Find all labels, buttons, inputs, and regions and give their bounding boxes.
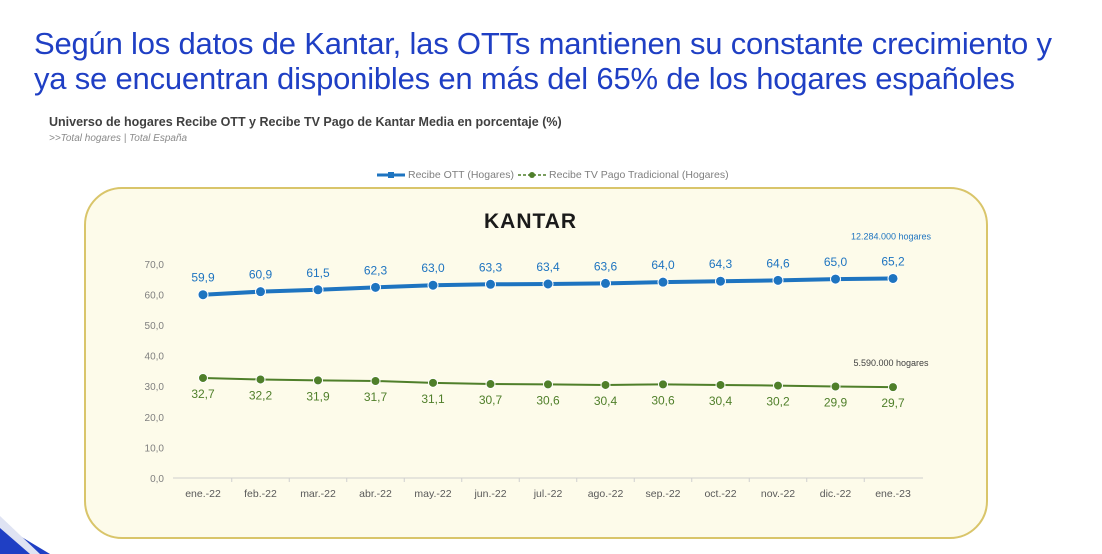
data-point-tv-pago [543,379,553,390]
data-point-tv-pago [715,379,726,390]
kantar-logo: KANTAR [484,210,578,233]
y-tick-label: 60,0 [145,290,165,301]
x-tick-label: sep.-22 [645,488,680,500]
data-label-ott: 64,3 [709,257,733,271]
y-tick-label: 50,0 [145,321,165,332]
x-tick-label: abr.-22 [359,488,392,500]
data-point-tv-pago [370,375,381,386]
data-label-tv-pago: 29,9 [824,396,848,410]
data-label-ott: 65,2 [881,254,905,268]
y-tick-label: 30,0 [145,382,165,393]
data-label-tv-pago: 30,6 [651,393,675,407]
data-label-ott: 64,0 [651,258,675,272]
page-title: Según los datos de Kantar, las OTTs mant… [34,26,1052,96]
legend-item-ott[interactable]: Recibe OTT (Hogares) [377,169,514,181]
data-point-ott [427,279,439,291]
data-label-tv-pago: 29,7 [881,396,905,410]
y-tick-label: 0,0 [150,474,164,485]
chart-panel [84,187,988,539]
data-label-tv-pago: 30,6 [536,393,560,407]
x-tick-label: jun.-22 [473,488,506,500]
x-tick-label: feb.-22 [244,488,277,500]
legend-tv-pago-label: Recibe TV Pago Tradicional (Hogares) [549,169,729,181]
data-point-ott [197,289,209,301]
annotation-tv-pago-households: 5.590.000 hogares [853,358,929,368]
data-point-ott [312,284,324,296]
data-label-tv-pago: 31,1 [421,392,445,406]
data-point-tv-pago [600,379,611,390]
data-point-tv-pago [888,382,898,393]
legend-tv-pago-swatch-icon [518,172,547,178]
data-point-ott [715,275,726,287]
x-tick-label: dic.-22 [820,488,852,500]
data-label-tv-pago: 31,7 [364,390,388,404]
data-label-ott: 63,6 [594,259,618,273]
data-label-ott: 62,3 [364,263,388,277]
data-point-ott [887,272,899,284]
data-point-ott [485,278,496,290]
x-tick-label: ene.-23 [875,488,911,500]
data-label-ott: 64,6 [766,256,790,270]
chart-note: >>Total hogares | Total España [49,133,188,144]
chart-subtitle: Universo de hogares Recibe OTT y Recibe … [49,115,562,129]
x-tick-label: may.-22 [414,488,451,500]
data-point-tv-pago [830,381,841,392]
data-point-tv-pago [313,375,323,386]
corner-decoration [0,516,50,554]
data-point-ott [542,278,554,290]
chart-legend: Recibe OTT (Hogares) Recibe TV Pago Trad… [377,168,733,182]
x-tick-label: oct.-22 [704,488,736,500]
data-label-tv-pago: 32,7 [191,387,215,401]
legend-item-tv-pago[interactable]: Recibe TV Pago Tradicional (Hogares) [518,169,729,181]
data-label-ott: 63,3 [479,260,503,274]
data-point-tv-pago [658,379,668,390]
data-point-ott [600,277,611,289]
annotation-ott-households: 12.284.000 hogares [851,231,932,241]
data-point-tv-pago [428,377,438,388]
legend-ott-swatch-icon [377,172,405,178]
y-tick-label: 10,0 [145,443,165,454]
x-tick-label: ago.-22 [588,488,624,500]
data-label-ott: 61,5 [306,266,330,280]
x-tick-label: nov.-22 [761,488,795,500]
data-label-ott: 63,0 [421,261,445,275]
data-point-tv-pago [255,374,266,385]
data-label-tv-pago: 30,4 [594,394,618,408]
data-point-tv-pago [773,380,783,391]
data-label-tv-pago: 31,9 [306,389,330,403]
data-label-tv-pago: 32,2 [249,388,273,402]
data-point-ott [772,274,784,286]
data-point-tv-pago [485,379,496,390]
data-label-tv-pago: 30,4 [709,394,733,408]
data-point-ott [657,276,669,288]
y-tick-label: 70,0 [145,260,165,271]
y-tick-label: 40,0 [145,352,165,363]
data-label-tv-pago: 30,7 [479,393,503,407]
y-tick-label: 20,0 [145,413,165,424]
data-point-tv-pago [198,372,208,383]
data-label-ott: 59,9 [191,271,215,285]
data-label-ott: 63,4 [536,260,560,274]
x-tick-label: mar.-22 [300,488,336,500]
legend-ott-label: Recibe OTT (Hogares) [408,169,515,181]
x-tick-label: ene.-22 [185,488,221,500]
data-point-ott [830,273,841,285]
data-label-ott: 65,0 [824,255,848,269]
x-tick-label: jul.-22 [533,488,563,500]
data-point-ott [370,281,381,293]
data-label-ott: 60,9 [249,268,273,282]
data-label-tv-pago: 30,2 [766,395,790,409]
data-point-ott [255,286,266,298]
